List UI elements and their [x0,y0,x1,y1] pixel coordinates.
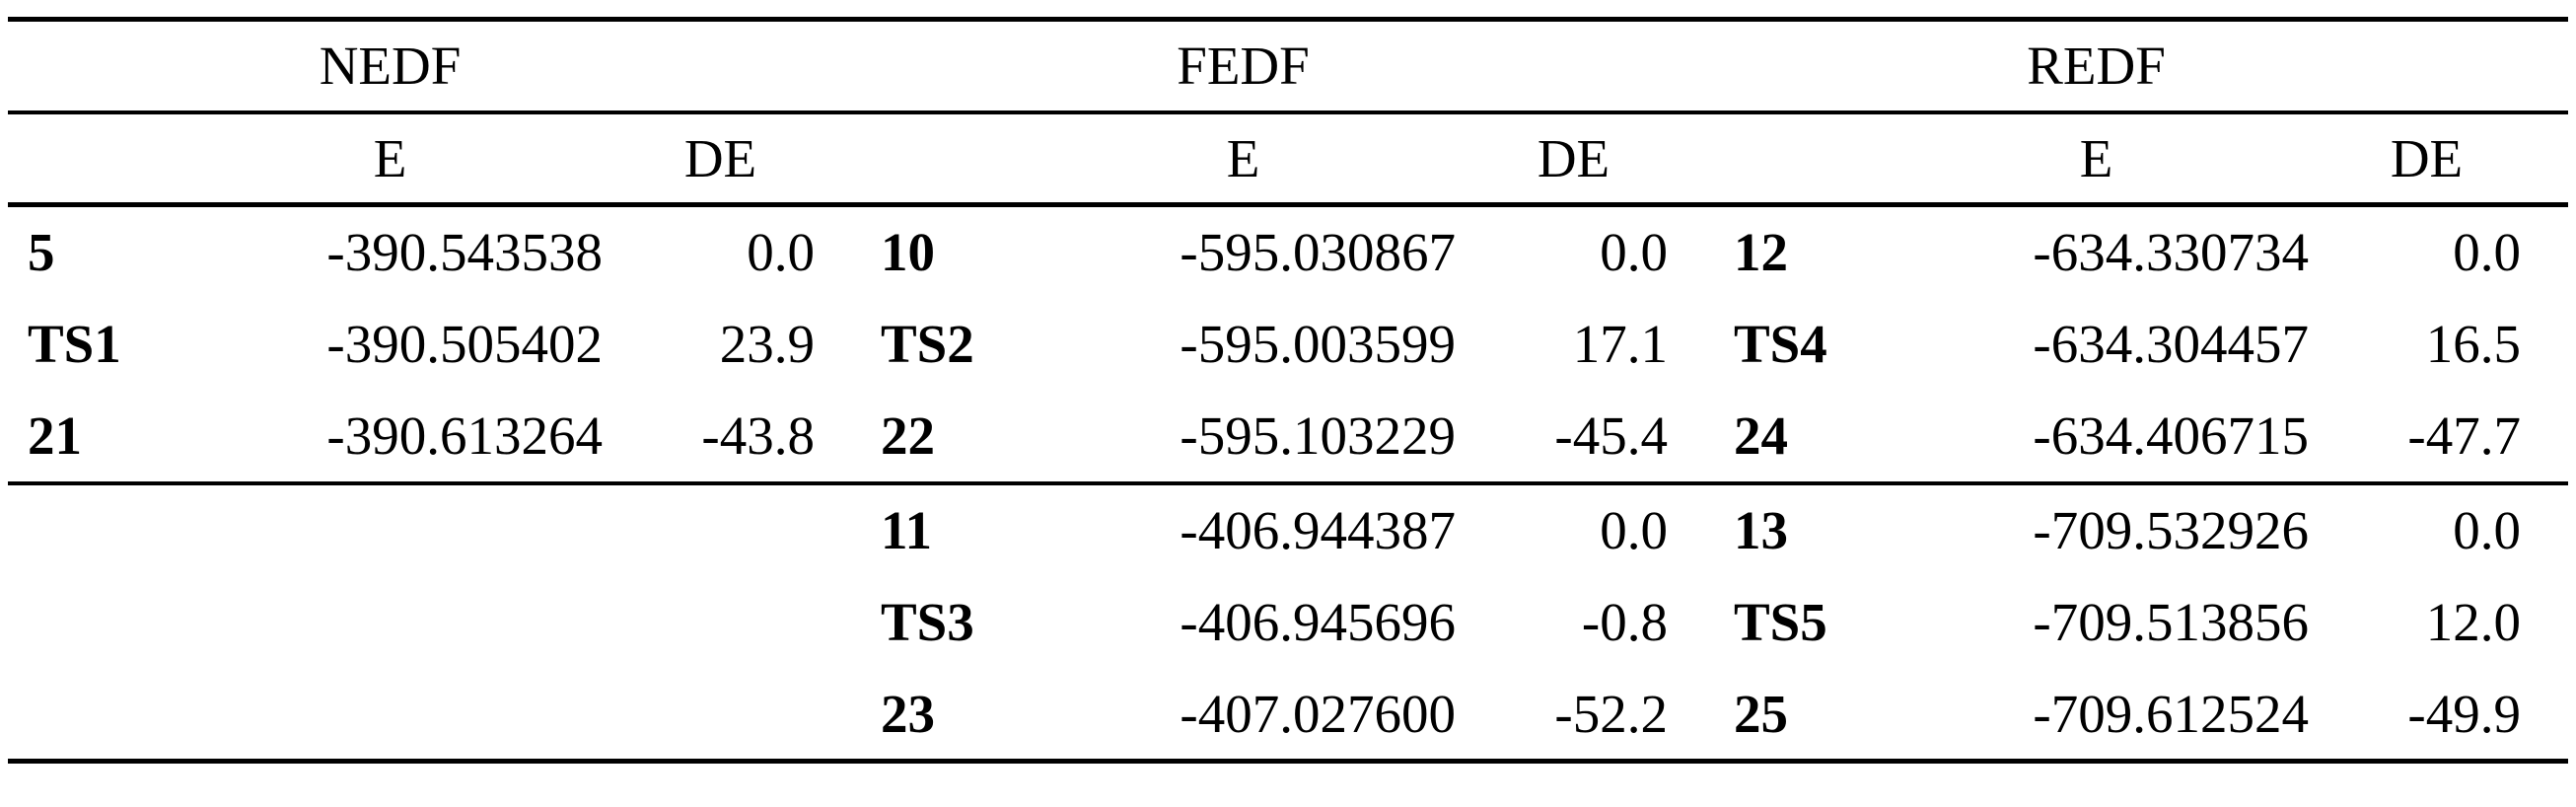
de-value: 17.1 [1572,314,1668,374]
de-value: 0.0 [2453,222,2521,283]
de-value: 12.0 [2425,592,2521,652]
e-value: -406.945696 [1180,592,1456,652]
de-value: -47.7 [2321,390,2533,485]
table-row: TS1 -390.505402 23.9 TS2 -595.003599 17.… [8,298,2568,391]
column-header-de: DE [2321,111,2533,207]
de-value: -49.9 [2407,683,2521,744]
de-value [614,483,826,576]
row-label: TS4 [1734,314,1827,374]
e-value: -390.543538 [326,222,603,283]
de-value: -45.4 [1467,390,1680,485]
group-header-fedf: FEDF [1019,19,1467,114]
row-label: 10 [881,222,935,283]
e-value: -390.505402 [326,314,603,374]
de-value [614,669,826,762]
table-row: 21 -390.613264 -43.8 22 -595.103229 -45.… [8,390,2568,485]
e-value [166,669,614,762]
row-label: 11 [881,500,932,560]
row-label: 13 [1734,500,1788,560]
de-value [614,576,826,669]
de-value: 16.5 [2425,314,2521,374]
column-header-e: E [1019,111,1467,207]
column-header-e: E [166,111,614,207]
e-value: -595.003599 [1180,314,1456,374]
row-label: 22 [861,390,1019,485]
row-label [8,576,166,669]
de-value: -52.2 [1554,683,1668,744]
group-header-redf: REDF [1872,19,2321,114]
row-label: TS2 [881,314,974,374]
de-value: 0.0 [2453,500,2521,560]
e-value: -406.944387 [1180,500,1456,560]
e-value: -595.103229 [1019,390,1467,485]
de-value: 23.9 [719,314,815,374]
table-row: 11 -406.944387 0.0 13 -709.532926 0.0 [8,483,2568,576]
e-value: -634.304457 [2033,314,2309,374]
table-row: TS3 -406.945696 -0.8 TS5 -709.513856 12.… [8,576,2568,669]
row-label [8,483,166,576]
e-value: -634.406715 [1872,390,2321,485]
e-value: -407.027600 [1180,683,1456,744]
row-label [8,669,166,762]
de-value: -0.8 [1581,592,1668,652]
column-header-de: DE [614,111,826,207]
e-value: -709.513856 [2033,592,2309,652]
row-label: TS5 [1734,592,1827,652]
row-label: 24 [1714,390,1872,485]
column-header-row: E DE E DE E DE [8,111,2568,207]
column-header-de: DE [1467,111,1680,207]
table-row: 23 -407.027600 -52.2 25 -709.612524 -49.… [8,669,2568,762]
e-value: -390.613264 [166,390,614,485]
e-value: -709.612524 [2033,683,2309,744]
group-header-nedf: NEDF [166,19,614,114]
row-label: 5 [28,222,55,283]
e-value: -595.030867 [1180,222,1456,283]
e-value [166,483,614,576]
group-header-row: NEDF FEDF REDF [8,19,2568,114]
row-label: 21 [8,390,166,485]
row-label: 23 [881,683,935,744]
column-header-e: E [1872,111,2321,207]
de-value: -43.8 [614,390,826,485]
table-row: 5 -390.543538 0.0 10 -595.030867 0.0 12 … [8,205,2568,298]
row-label: TS3 [881,592,974,652]
de-value: 0.0 [747,222,815,283]
e-value [166,576,614,669]
de-value: 0.0 [1600,500,1668,560]
energy-table: NEDF FEDF REDF E DE E DE E DE [8,17,2568,764]
row-label: 12 [1734,222,1788,283]
row-label: 25 [1734,683,1788,744]
e-value: -709.532926 [2033,500,2309,560]
row-label: TS1 [28,314,121,374]
de-value: 0.0 [1600,222,1668,283]
paper-page: NEDF FEDF REDF E DE E DE E DE [8,17,2568,764]
e-value: -634.330734 [2033,222,2309,283]
